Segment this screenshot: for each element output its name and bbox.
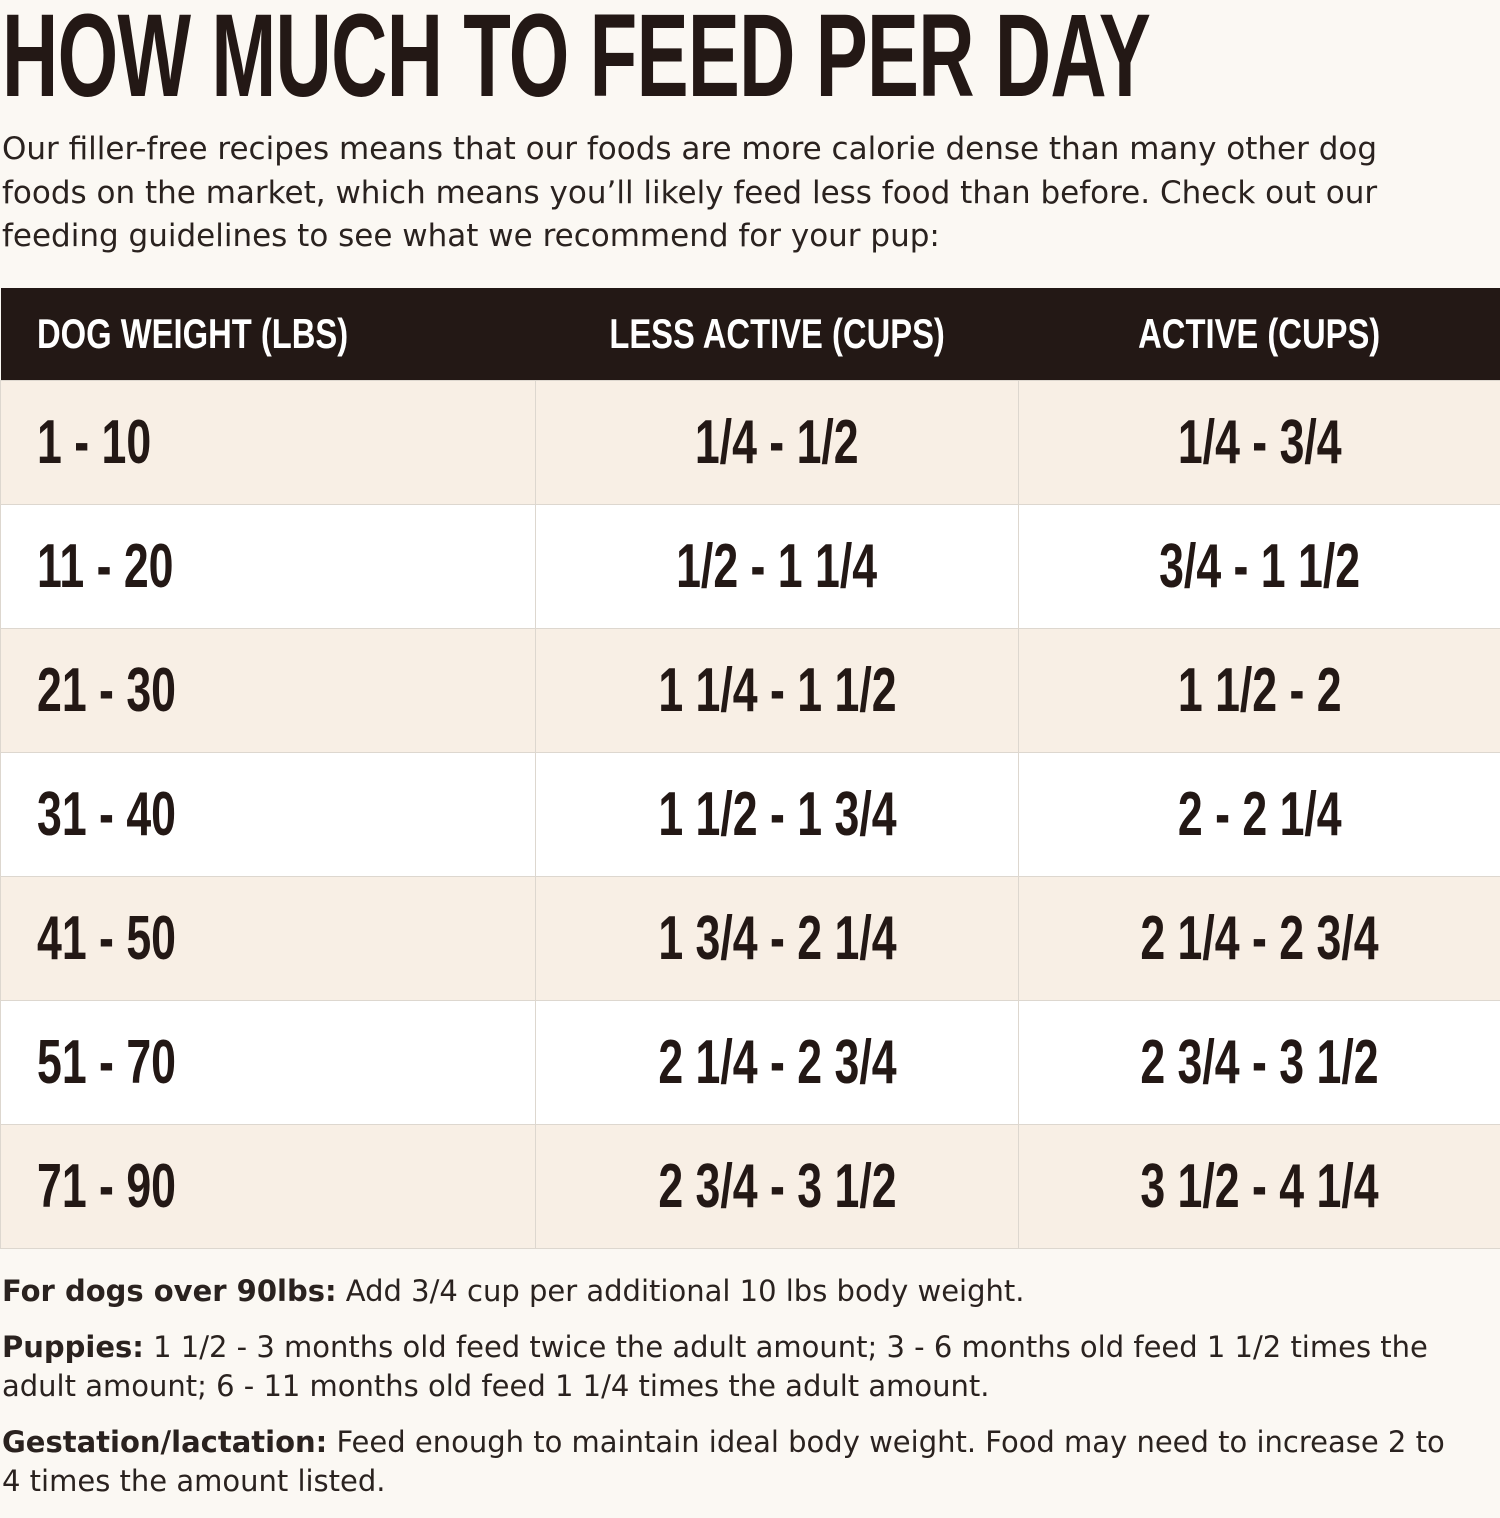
table-row: 31 - 40 1 1/2 - 1 3/4 2 - 2 1/4: [1, 753, 1500, 877]
cell-text: 1 1/2 - 1 3/4: [658, 779, 896, 850]
note-text: Add 3/4 cup per additional 10 lbs body w…: [346, 1274, 1025, 1308]
table-cell: 1/4 - 1/2: [536, 381, 1019, 505]
table-row: 71 - 90 2 3/4 - 3 1/2 3 1/2 - 4 1/4: [1, 1125, 1500, 1249]
table-cell: 1 1/4 - 1 1/2: [536, 629, 1019, 753]
cell-text: 51 - 70: [37, 1027, 176, 1098]
cell-text: 71 - 90: [37, 1151, 176, 1222]
note-label: Puppies:: [2, 1330, 144, 1364]
table-cell: 11 - 20: [1, 505, 536, 629]
cell-text: 31 - 40: [37, 779, 176, 850]
table-cell: 1 3/4 - 2 1/4: [536, 877, 1019, 1001]
cell-text: 3 1/2 - 4 1/4: [1140, 1151, 1378, 1222]
column-header-text: DOG WEIGHT (LBS): [37, 310, 348, 358]
column-header-text: ACTIVE (CUPS): [1138, 310, 1380, 358]
note-label: For dogs over 90lbs:: [2, 1274, 337, 1308]
cell-text: 1 3/4 - 2 1/4: [658, 903, 896, 974]
table-cell: 1/2 - 1 1/4: [536, 505, 1019, 629]
table-row: 1 - 10 1/4 - 1/2 1/4 - 3/4: [1, 381, 1500, 505]
table-row: 41 - 50 1 3/4 - 2 1/4 2 1/4 - 2 3/4: [1, 877, 1500, 1001]
table-cell: 2 3/4 - 3 1/2: [1019, 1001, 1500, 1125]
cell-text: 21 - 30: [37, 655, 176, 726]
cell-text: 41 - 50: [37, 903, 176, 974]
cell-text: 2 3/4 - 3 1/2: [658, 1151, 896, 1222]
table-cell: 31 - 40: [1, 753, 536, 877]
note: Puppies: 1 1/2 - 3 months old feed twice…: [2, 1328, 1462, 1406]
table-cell: 1/4 - 3/4: [1019, 381, 1500, 505]
note-label: Gestation/lactation:: [2, 1425, 327, 1459]
cell-text: 2 3/4 - 3 1/2: [1140, 1027, 1378, 1098]
cell-text: 1/4 - 1/2: [695, 407, 859, 478]
table-row: 11 - 20 1/2 - 1 1/4 3/4 - 1 1/2: [1, 505, 1500, 629]
note: For dogs over 90lbs: Add 3/4 cup per add…: [2, 1272, 1462, 1311]
table-cell: 3/4 - 1 1/2: [1019, 505, 1500, 629]
table-cell: 2 1/4 - 2 3/4: [1019, 877, 1500, 1001]
table-cell: 71 - 90: [1, 1125, 536, 1249]
table-row: 51 - 70 2 1/4 - 2 3/4 2 3/4 - 3 1/2: [1, 1001, 1500, 1125]
table-cell: 3 1/2 - 4 1/4: [1019, 1125, 1500, 1249]
cell-text: 2 1/4 - 2 3/4: [658, 1027, 896, 1098]
cell-text: 1 1/2 - 2: [1178, 655, 1342, 726]
table-row: 21 - 30 1 1/4 - 1 1/2 1 1/2 - 2: [1, 629, 1500, 753]
table-cell: 41 - 50: [1, 877, 536, 1001]
cell-text: 2 - 2 1/4: [1178, 779, 1342, 850]
cell-text: 3/4 - 1 1/2: [1159, 531, 1360, 602]
table-cell: 1 1/2 - 2: [1019, 629, 1500, 753]
column-header: LESS ACTIVE (CUPS): [536, 288, 1019, 381]
cell-text: 2 1/4 - 2 3/4: [1140, 903, 1378, 974]
cell-text: 1 1/4 - 1 1/2: [658, 655, 896, 726]
table-cell: 51 - 70: [1, 1001, 536, 1125]
table-cell: 2 1/4 - 2 3/4: [536, 1001, 1019, 1125]
table-cell: 1 - 10: [1, 381, 536, 505]
note-text: 1 1/2 - 3 months old feed twice the adul…: [2, 1330, 1428, 1403]
feeding-table: DOG WEIGHT (LBS) LESS ACTIVE (CUPS) ACTIVE…: [0, 288, 1500, 1249]
cell-text: 11 - 20: [37, 531, 174, 602]
note: Gestation/lactation: Feed enough to main…: [2, 1423, 1462, 1501]
column-header: ACTIVE (CUPS): [1019, 288, 1500, 381]
cell-text: 1/2 - 1 1/4: [676, 531, 877, 602]
table-cell: 2 - 2 1/4: [1019, 753, 1500, 877]
column-header-text: LESS ACTIVE (CUPS): [609, 310, 945, 358]
title: HOW MUCH TO FEED PER DAY: [2, 0, 1150, 116]
table-cell: 21 - 30: [1, 629, 536, 753]
column-header: DOG WEIGHT (LBS): [1, 288, 536, 381]
intro: Our filler-free recipes means that our f…: [2, 128, 1442, 259]
cell-text: 1 - 10: [37, 407, 151, 478]
header-row: DOG WEIGHT (LBS) LESS ACTIVE (CUPS) ACTIVE…: [1, 288, 1500, 381]
table-cell: 2 3/4 - 3 1/2: [536, 1125, 1019, 1249]
notes: For dogs over 90lbs: Add 3/4 cup per add…: [2, 1272, 1462, 1518]
table-cell: 1 1/2 - 1 3/4: [536, 753, 1019, 877]
cell-text: 1/4 - 3/4: [1178, 407, 1342, 478]
